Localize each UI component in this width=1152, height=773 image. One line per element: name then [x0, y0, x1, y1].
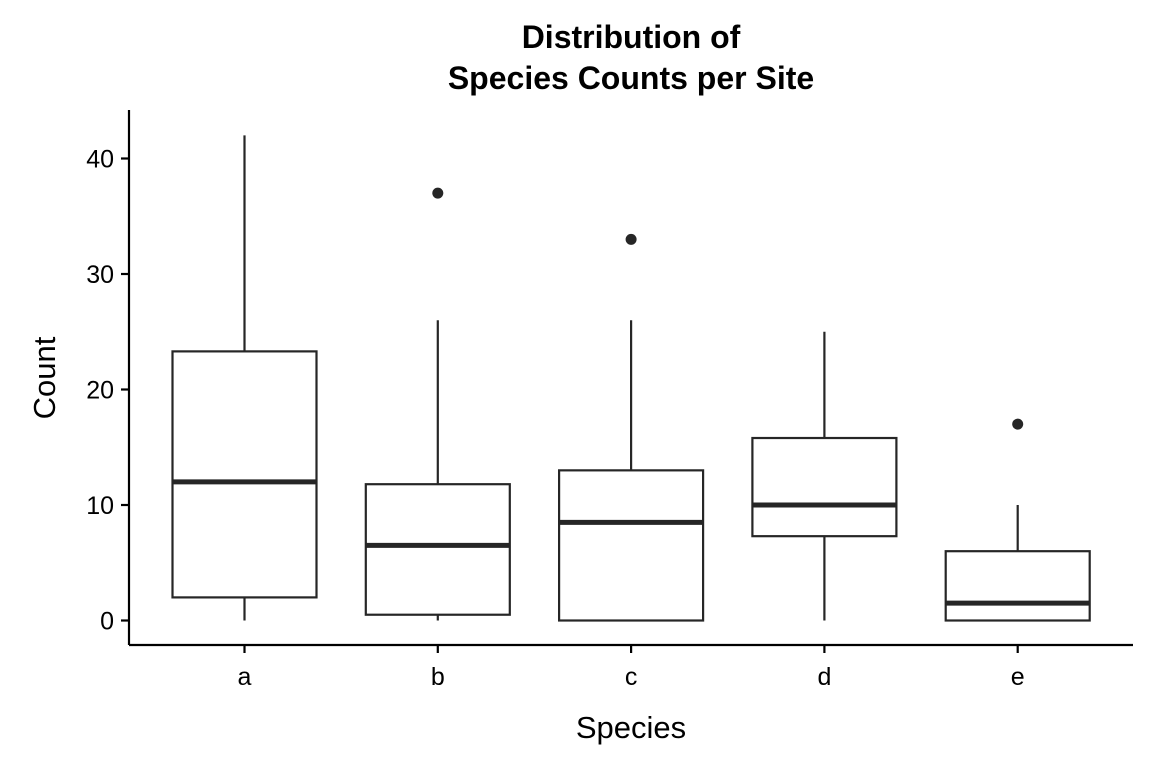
x-tick-label-d: d — [817, 663, 831, 691]
chart-title-line-1: Distribution of — [522, 19, 741, 55]
x-tick-label-c: c — [625, 663, 638, 691]
x-axis-ticks: a b c d e — [238, 645, 1025, 691]
box-d — [751, 436, 898, 538]
box-b — [364, 483, 511, 616]
box-c — [557, 469, 705, 622]
box-a — [171, 350, 318, 599]
outlier-c-0 — [625, 233, 637, 245]
y-tick-label-0: 0 — [100, 608, 114, 636]
x-tick-label-e: e — [1011, 663, 1025, 691]
y-tick-label-10: 10 — [86, 492, 114, 520]
chart-title-line-2: Species Counts per Site — [448, 60, 814, 96]
plot-area — [171, 135, 1091, 622]
x-tick-label-a: a — [238, 663, 252, 691]
y-axis-ticks: 0 10 20 30 40 — [86, 146, 129, 636]
box-e — [944, 550, 1091, 622]
y-axis-title: Count — [27, 336, 62, 419]
y-tick-label-20: 20 — [86, 377, 114, 405]
x-axis-title: Species — [576, 710, 686, 745]
x-tick-label-b: b — [431, 663, 445, 691]
outlier-e-0 — [1012, 418, 1024, 430]
outlier-b-0 — [432, 187, 444, 199]
y-tick-label-30: 30 — [86, 261, 114, 289]
y-tick-label-40: 40 — [86, 146, 114, 174]
